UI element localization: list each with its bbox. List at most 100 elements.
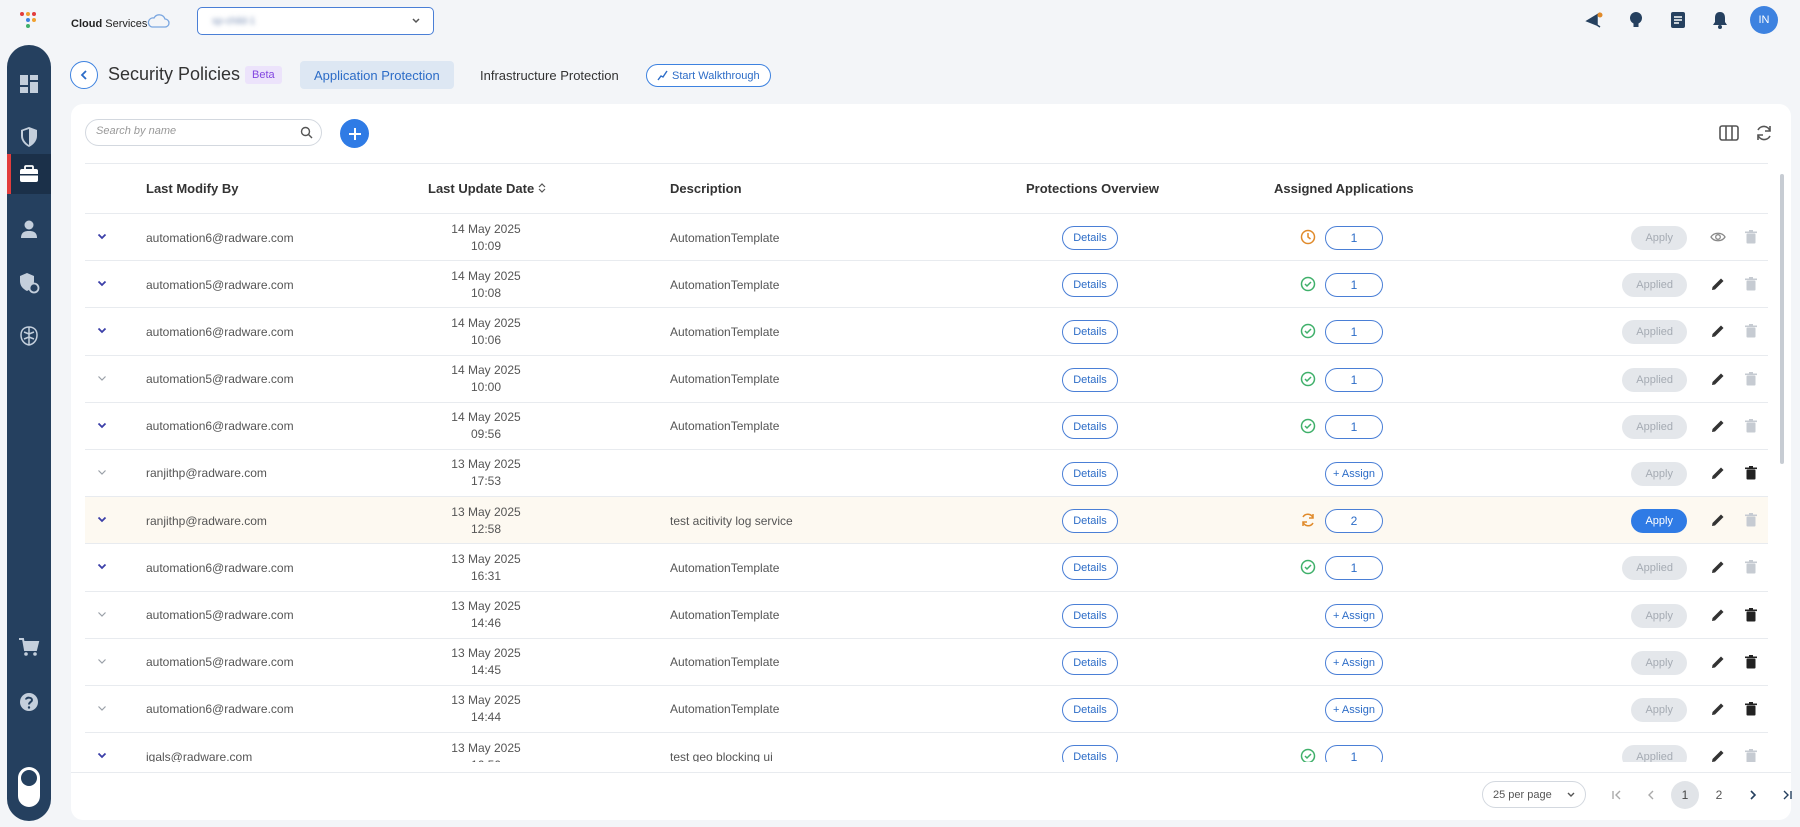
apply-button[interactable]: Applied — [1622, 556, 1687, 581]
tips-icon[interactable] — [1624, 8, 1648, 32]
table-row[interactable]: ranjithp@radware.com 13 May 2025 17:53 D… — [85, 450, 1768, 498]
assigned-count-button[interactable]: 1 — [1325, 367, 1383, 392]
notifications-bell-icon[interactable] — [1708, 8, 1732, 32]
search-input[interactable] — [96, 125, 286, 137]
tenant-selector[interactable]: sp-child-1 — [197, 7, 434, 35]
expand-row-button[interactable] — [85, 733, 119, 762]
expand-row-button[interactable] — [85, 403, 119, 450]
per-page-select[interactable]: 25 per page — [1482, 781, 1586, 808]
tab-infrastructure-protection[interactable]: Infrastructure Protection — [480, 67, 619, 83]
tab-application-protection[interactable]: Application Protection — [300, 61, 454, 89]
expand-row-button[interactable] — [85, 214, 119, 261]
assigned-count-button[interactable]: 1 — [1325, 556, 1383, 581]
last-page-button[interactable] — [1773, 781, 1800, 809]
app-logo[interactable] — [20, 12, 42, 30]
sidebar-item-cart[interactable] — [7, 627, 51, 667]
details-button[interactable]: Details — [1062, 650, 1118, 675]
edit-icon[interactable] — [1710, 371, 1726, 387]
details-button[interactable]: Details — [1062, 556, 1118, 581]
sidebar-item-policies[interactable] — [7, 154, 51, 194]
expand-row-button[interactable] — [85, 356, 119, 403]
details-button[interactable]: Details — [1062, 509, 1118, 534]
details-button[interactable]: Details — [1062, 320, 1118, 345]
table-row[interactable]: automation6@radware.com 14 May 2025 09:5… — [85, 403, 1768, 450]
delete-icon[interactable] — [1743, 323, 1759, 339]
col-description[interactable]: Description — [670, 181, 742, 196]
details-button[interactable]: Details — [1062, 697, 1118, 722]
apply-button[interactable]: Applied — [1622, 320, 1687, 345]
apply-button[interactable]: Apply — [1631, 461, 1687, 486]
edit-icon[interactable] — [1710, 323, 1726, 339]
assign-button[interactable]: + Assign — [1325, 650, 1383, 675]
assigned-count-button[interactable]: 1 — [1325, 320, 1383, 345]
col-assigned-applications[interactable]: Assigned Applications — [1274, 181, 1414, 196]
expand-row-button[interactable] — [85, 308, 119, 355]
delete-icon[interactable] — [1743, 512, 1759, 528]
apply-button[interactable]: Apply — [1631, 226, 1687, 250]
edit-icon[interactable] — [1710, 559, 1726, 575]
table-row[interactable]: automation6@radware.com 13 May 2025 16:3… — [85, 544, 1768, 592]
apply-button[interactable]: Apply — [1631, 603, 1687, 628]
assigned-count-button[interactable]: 2 — [1325, 509, 1383, 534]
assigned-count-button[interactable]: 1 — [1325, 745, 1383, 762]
table-row[interactable]: automation6@radware.com 13 May 2025 14:4… — [85, 686, 1768, 734]
assigned-count-button[interactable]: 1 — [1325, 226, 1383, 250]
refresh-icon[interactable] — [1755, 124, 1773, 142]
sidebar-item-dashboard[interactable] — [7, 64, 51, 104]
delete-icon[interactable] — [1743, 465, 1759, 481]
col-last-modify-by[interactable]: Last Modify By — [146, 181, 239, 196]
expand-row-button[interactable] — [85, 497, 119, 544]
assigned-count-button[interactable]: 1 — [1325, 414, 1383, 439]
apply-button[interactable]: Apply — [1631, 697, 1687, 722]
theme-toggle[interactable] — [18, 767, 40, 807]
start-walkthrough-button[interactable]: Start Walkthrough — [646, 64, 771, 87]
details-button[interactable]: Details — [1062, 603, 1118, 628]
expand-row-button[interactable] — [85, 592, 119, 639]
apply-button[interactable]: Apply — [1631, 650, 1687, 675]
edit-icon[interactable] — [1710, 607, 1726, 623]
assign-button[interactable]: + Assign — [1325, 603, 1383, 628]
delete-icon[interactable] — [1743, 229, 1759, 245]
delete-icon[interactable] — [1743, 418, 1759, 434]
next-page-button[interactable] — [1739, 781, 1767, 809]
sidebar-item-users[interactable] — [7, 209, 51, 249]
expand-row-button[interactable] — [85, 450, 119, 497]
delete-icon[interactable] — [1743, 748, 1759, 762]
delete-icon[interactable] — [1743, 607, 1759, 623]
announcements-icon[interactable] — [1582, 8, 1606, 32]
assign-button[interactable]: + Assign — [1325, 461, 1383, 486]
table-row[interactable]: automation5@radware.com 14 May 2025 10:0… — [85, 356, 1768, 403]
apply-button[interactable]: Applied — [1622, 273, 1687, 298]
table-row[interactable]: igals@radware.com 13 May 2025 16:50 test… — [85, 733, 1768, 762]
delete-icon[interactable] — [1743, 654, 1759, 670]
prev-page-button[interactable] — [1637, 781, 1665, 809]
apply-button[interactable]: Applied — [1622, 367, 1687, 392]
sidebar-item-help[interactable] — [7, 682, 51, 722]
assign-button[interactable]: + Assign — [1325, 697, 1383, 722]
details-button[interactable]: Details — [1062, 414, 1118, 439]
table-scrollbar[interactable] — [1779, 164, 1785, 724]
search-box[interactable] — [85, 119, 322, 146]
expand-row-button[interactable] — [85, 639, 119, 686]
expand-row-button[interactable] — [85, 544, 119, 591]
details-button[interactable]: Details — [1062, 461, 1118, 486]
table-row[interactable]: automation5@radware.com 14 May 2025 10:0… — [85, 261, 1768, 309]
apply-button[interactable]: Apply — [1631, 509, 1687, 534]
sidebar-item-shield-settings[interactable] — [7, 263, 51, 303]
apply-button[interactable]: Applied — [1622, 414, 1687, 439]
details-button[interactable]: Details — [1062, 367, 1118, 392]
apply-button[interactable]: Applied — [1622, 745, 1687, 762]
table-row[interactable]: automation6@radware.com 14 May 2025 10:0… — [85, 308, 1768, 356]
edit-icon[interactable] — [1710, 748, 1726, 762]
table-row[interactable]: automation5@radware.com 13 May 2025 14:4… — [85, 592, 1768, 639]
edit-icon[interactable] — [1710, 418, 1726, 434]
details-button[interactable]: Details — [1062, 273, 1118, 298]
edit-icon[interactable] — [1710, 701, 1726, 717]
edit-icon[interactable] — [1710, 654, 1726, 670]
details-button[interactable]: Details — [1062, 226, 1118, 250]
assigned-count-button[interactable]: 1 — [1325, 273, 1383, 298]
edit-icon[interactable] — [1710, 465, 1726, 481]
first-page-button[interactable] — [1603, 781, 1631, 809]
table-row[interactable]: automation5@radware.com 13 May 2025 14:4… — [85, 639, 1768, 686]
back-button[interactable] — [70, 61, 98, 89]
